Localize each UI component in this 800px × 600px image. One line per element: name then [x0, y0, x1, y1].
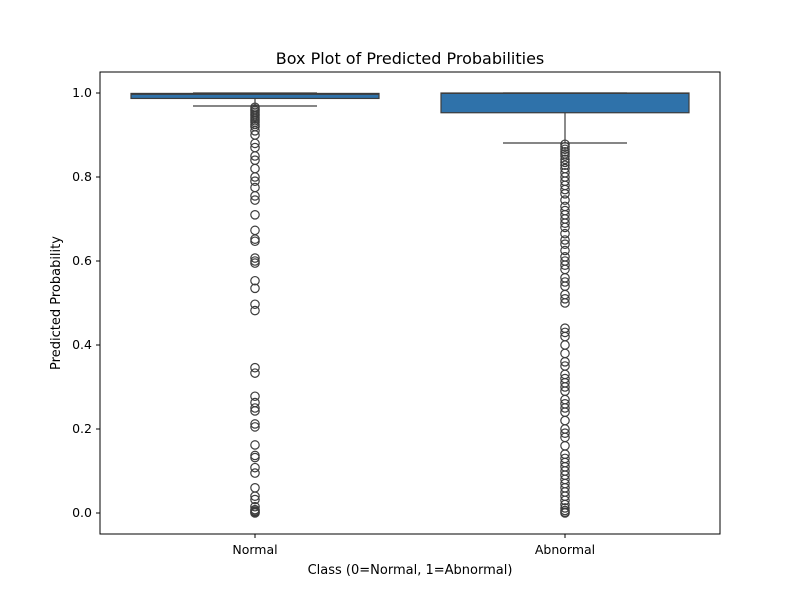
outlier-point [250, 275, 260, 286]
outlier-point [560, 160, 570, 171]
axes-frame [99, 71, 721, 535]
outlier-point [560, 195, 570, 205]
outlier-point [560, 189, 570, 199]
outlier-point [560, 415, 570, 426]
outlier-point [250, 138, 260, 149]
outlier-point [250, 195, 260, 205]
outlier-point [560, 245, 570, 256]
outlier-point [250, 452, 260, 463]
outlier-point [560, 403, 570, 413]
outlier-point [250, 391, 260, 402]
outlier-point [560, 228, 570, 239]
outlier-point [250, 501, 260, 512]
box-iqr [440, 92, 690, 114]
outlier-point [560, 503, 570, 513]
outlier-point [250, 258, 260, 268]
outlier-point [560, 235, 570, 245]
outlier-point [560, 157, 570, 168]
outlier-point [560, 239, 570, 249]
outlier-point [560, 141, 570, 152]
outlier-point [250, 299, 260, 310]
outlier-point [250, 491, 260, 501]
y-tick-label: 0.6 [72, 253, 92, 268]
outlier-point [250, 508, 260, 518]
outlier-point [250, 368, 260, 378]
outlier-point [560, 222, 570, 233]
outlier-point [250, 406, 260, 416]
outlier-point [560, 260, 570, 270]
outlier-point [560, 298, 570, 308]
outlier-point [560, 139, 570, 150]
outlier-point [560, 348, 570, 359]
x-tick-label: Abnormal [535, 542, 595, 557]
outlier-point [250, 482, 260, 493]
x-tick-label: Normal [232, 542, 277, 557]
outlier-point [250, 176, 260, 186]
outlier-point [560, 154, 570, 165]
outlier-point [560, 144, 570, 155]
outlier-point [250, 182, 260, 193]
outlier-point [250, 419, 260, 429]
outlier-point [250, 225, 260, 236]
y-axis-label: Predicted Probability [49, 236, 64, 370]
box-group-abnormal [440, 92, 690, 518]
outlier-point [560, 356, 570, 367]
outlier-point [250, 283, 260, 294]
outlier-point [250, 236, 260, 247]
outlier-point [560, 440, 570, 451]
outlier-point [560, 151, 570, 161]
outlier-point [560, 428, 570, 438]
outlier-point [250, 422, 260, 432]
outlier-point [560, 277, 570, 287]
outlier-point [560, 495, 570, 506]
y-tick-label: 0.8 [72, 169, 92, 184]
outlier-point [250, 362, 260, 373]
y-tick-label: 0.4 [72, 337, 92, 352]
outlier-point [250, 494, 260, 505]
outlier-point [560, 382, 570, 392]
x-axis-label: Class (0=Normal, 1=Abnormal) [308, 563, 513, 578]
outlier-point [250, 126, 260, 136]
outlier-point [560, 327, 570, 338]
outlier-point [250, 403, 260, 413]
outlier-point [250, 468, 260, 478]
chart-title: Box Plot of Predicted Probabilities [276, 49, 545, 68]
outlier-point [250, 440, 260, 450]
box-group-normal [130, 92, 380, 518]
outlier-point [250, 163, 260, 174]
box-iqr [130, 92, 380, 100]
outlier-point [250, 253, 260, 263]
outlier-point [560, 293, 570, 304]
outlier-point [250, 151, 260, 161]
outlier-point [250, 172, 260, 182]
outlier-point [250, 462, 260, 473]
y-tick-label: 0.2 [72, 421, 92, 436]
plot-area [130, 92, 690, 518]
outlier-point [560, 218, 570, 228]
axis-ticks: Normal Abnormal 0.0 0.2 0.4 0.6 0.8 1.0 [72, 85, 595, 557]
y-tick-label: 1.0 [72, 85, 92, 100]
outlier-point [560, 184, 570, 195]
outlier-point [250, 210, 260, 220]
y-tick-label: 0.0 [72, 505, 92, 520]
outlier-point [560, 340, 570, 350]
outlier-point [250, 305, 260, 316]
outlier-point [560, 508, 570, 518]
outlier-point [250, 191, 260, 201]
